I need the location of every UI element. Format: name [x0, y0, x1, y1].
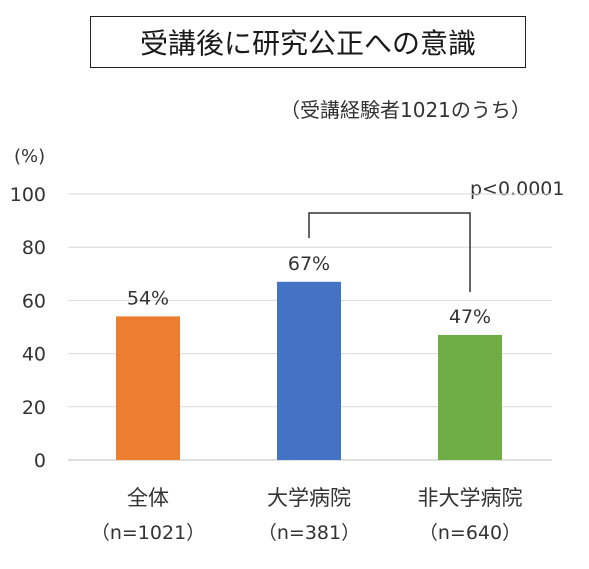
x-category-count-label: （n=640）: [418, 522, 522, 544]
x-category-count-label: （n=381）: [257, 522, 361, 544]
y-tick-label: 20: [22, 397, 46, 419]
chart-subtitle: （受講経験者1021のうち）: [280, 98, 531, 122]
x-category-count-label: （n=1021）: [90, 522, 206, 544]
y-axis-unit-label: (%): [14, 146, 46, 167]
bar-value-label: 67%: [288, 253, 330, 275]
bar: [277, 281, 341, 460]
y-tick-label: 80: [22, 237, 46, 259]
x-category-label: 非大学病院: [417, 486, 523, 510]
y-tick-label: 0: [34, 450, 46, 472]
x-category-label: 大学病院: [267, 486, 351, 510]
y-tick-label: 40: [22, 344, 46, 366]
bar: [116, 316, 180, 460]
bar-value-label: 54%: [127, 287, 169, 309]
bar-value-label: 47%: [449, 306, 491, 328]
bar: [438, 334, 502, 460]
significance-bracket: [308, 212, 471, 292]
y-tick-label: 60: [22, 290, 46, 312]
y-tick-label: 100: [10, 184, 46, 206]
chart-title: 受講後に研究公正への意識: [90, 16, 526, 68]
x-category-label: 全体: [127, 486, 169, 510]
